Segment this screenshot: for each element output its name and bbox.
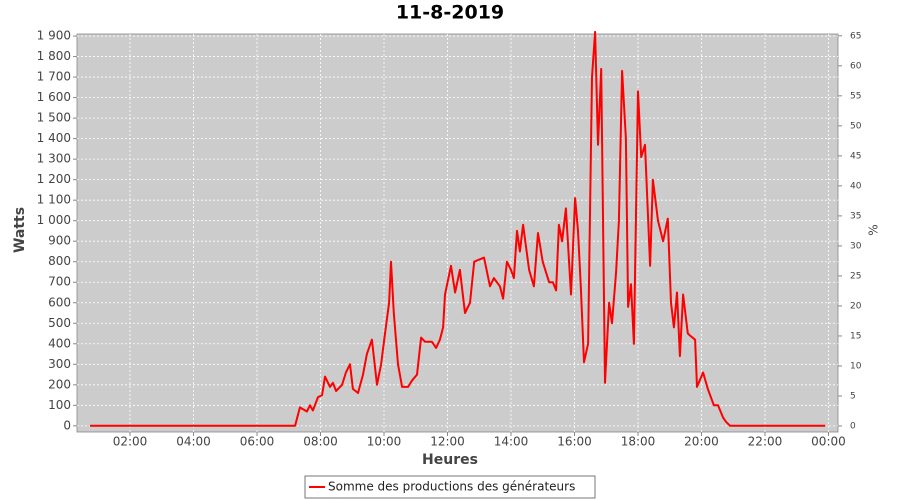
y-tick-label: 300	[48, 357, 71, 371]
y2-tick-label: 65	[850, 31, 861, 41]
y-tick-label: 400	[48, 336, 71, 350]
y-tick-label: 1 400	[37, 131, 71, 145]
y-tick-label: 1 600	[37, 90, 71, 104]
y-tick-label: 1 200	[37, 172, 71, 186]
x-tick-label: 22:00	[748, 435, 783, 449]
y2-tick-label: 40	[850, 181, 862, 191]
y-tick-label: 1 900	[37, 29, 71, 43]
x-tick-label: 20:00	[684, 435, 719, 449]
y2-axis-label: %	[867, 224, 881, 235]
y2-tick-label: 0	[850, 421, 856, 431]
y2-tick-label: 55	[850, 91, 861, 101]
y-tick-label: 1 100	[37, 193, 71, 207]
x-tick-label: 14:00	[494, 435, 529, 449]
x-tick-label: 00:00	[811, 435, 846, 449]
y2-tick-label: 25	[850, 271, 861, 281]
x-tick-label: 12:00	[430, 435, 465, 449]
x-tick-label: 06:00	[240, 435, 275, 449]
x-tick-label: 16:00	[557, 435, 592, 449]
x-tick-label: 10:00	[367, 435, 402, 449]
series-line	[90, 30, 826, 427]
y-tick-label: 600	[48, 295, 71, 309]
x-tick-label: 08:00	[303, 435, 338, 449]
chart-title: 11-8-2019	[396, 2, 504, 24]
legend-label: Somme des productions des générateurs	[328, 480, 575, 494]
y-tick-label: 900	[48, 234, 71, 248]
x-tick-label: 18:00	[621, 435, 656, 449]
y-tick-label: 1 800	[37, 49, 71, 63]
legend	[304, 475, 596, 499]
y2-tick-label: 15	[850, 331, 861, 341]
y2-tick-label: 30	[850, 241, 862, 251]
y-tick-label: 1 700	[37, 70, 71, 84]
x-tick-label: 04:00	[176, 435, 211, 449]
y-tick-label: 800	[48, 254, 71, 268]
y-tick-label: 1 500	[37, 111, 71, 125]
y2-tick-label: 60	[850, 61, 862, 71]
plot-area	[76, 33, 839, 433]
y-tick-label: 1 000	[37, 213, 71, 227]
y-tick-label: 700	[48, 275, 71, 289]
y2-tick-label: 5	[850, 391, 856, 401]
x-axis-label: Heures	[422, 452, 478, 468]
y2-tick-label: 35	[850, 211, 861, 221]
y-tick-label: 200	[48, 377, 71, 391]
y2-tick-label: 50	[850, 121, 862, 131]
y2-tick-label: 20	[850, 301, 862, 311]
y-tick-label: 500	[48, 316, 71, 330]
x-tick-label: 02:00	[113, 435, 148, 449]
y-axis-label: Watts	[12, 207, 28, 253]
y-tick-label: 0	[63, 418, 71, 432]
y-tick-label: 1 300	[37, 152, 71, 166]
y2-tick-label: 45	[850, 151, 861, 161]
y2-tick-label: 10	[850, 361, 862, 371]
y-tick-label: 100	[48, 398, 71, 412]
